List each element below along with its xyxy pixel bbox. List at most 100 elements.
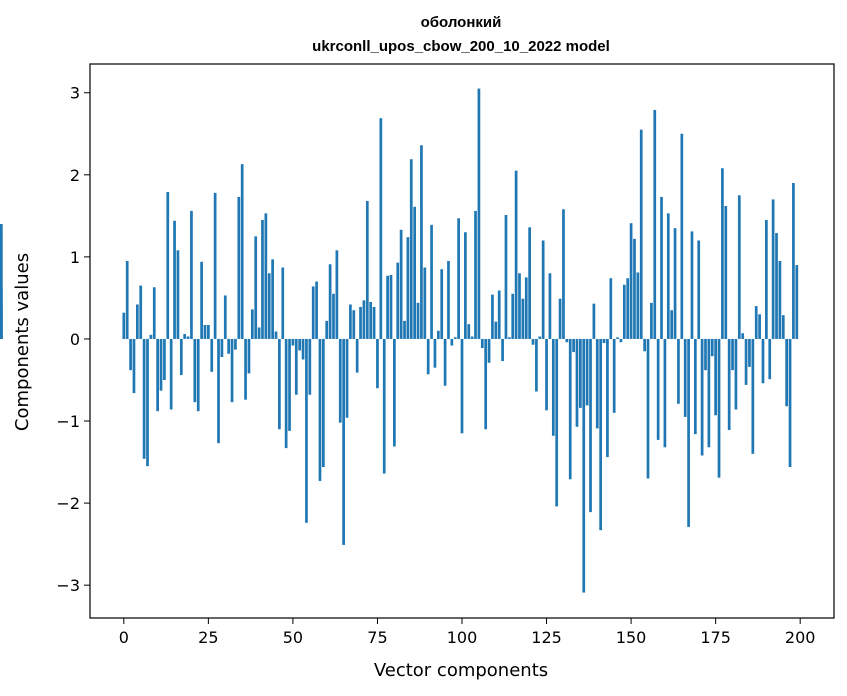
bar [666,213,670,339]
x-tick-label: 200 [785,628,816,647]
bar [203,325,207,339]
bar [0,224,3,339]
bar [606,338,609,458]
bar [186,336,190,339]
bar [521,298,525,339]
bar [741,333,745,339]
bar [792,183,795,339]
bar [484,338,488,430]
bar [511,293,515,339]
bar [568,338,572,480]
bar [460,338,464,434]
y-tick-label: 2 [70,166,80,185]
bar [376,338,379,389]
bar [278,338,281,430]
x-tick-label: 150 [616,628,647,647]
y-axis-label: Components values [12,253,33,431]
bar [795,265,799,339]
chart-subtitle: ukrconll_upos_cbow_200_10_2022 model [312,38,610,55]
bar [365,201,369,339]
bar [457,218,460,339]
bar [778,260,782,339]
x-tick-label: 50 [283,628,303,647]
bar [754,306,758,339]
bar [183,334,187,339]
bar [210,338,214,372]
bar [771,199,775,339]
bar [734,338,738,410]
bar [683,338,687,417]
bar [639,129,643,339]
bar [176,250,180,339]
bar [524,277,528,339]
bar [315,281,318,339]
bar [663,338,667,448]
bar [575,338,579,427]
bar [234,338,237,350]
bar [541,240,545,339]
bar [0,288,3,339]
bar [369,302,373,339]
x-axis-ticks: 0 25 50 75 100 125 150 175 200 [119,618,816,647]
bar [768,338,772,380]
bar [572,338,575,353]
bar [724,205,728,339]
bar [166,192,170,339]
bar [230,338,234,403]
bar [704,338,707,371]
bar [697,240,701,339]
bar [501,338,504,362]
bar [338,338,342,423]
bar [731,338,734,371]
x-tick-label: 25 [198,628,218,647]
bar [349,304,352,339]
bar [240,164,244,339]
bar [318,338,322,481]
bar [650,302,653,339]
bar [393,338,396,447]
bar [294,338,298,395]
bar [727,338,731,431]
bar [179,338,183,376]
x-axis-label: Vector components [374,660,548,681]
bar [261,219,264,339]
bar [382,338,386,474]
bar [305,338,308,523]
bar [450,338,454,346]
bar [284,338,288,449]
bar [622,284,626,339]
bar [362,300,366,339]
bar [325,320,329,339]
bar [173,220,176,339]
bar [646,338,650,479]
y-tick-label: −1 [56,412,80,431]
bar [426,338,430,375]
bar [416,302,420,339]
bar [565,338,569,343]
x-tick-label: 175 [700,628,731,647]
bar [122,312,126,339]
bar [758,314,761,339]
bar [660,196,663,339]
y-tick-label: 3 [70,84,80,103]
bar [132,338,136,394]
bar [433,338,437,368]
bar [406,237,410,339]
bar [585,338,589,406]
bar [403,320,406,339]
bar [386,275,389,339]
bar [589,338,592,513]
bar [579,338,582,408]
bar [491,294,494,339]
bar [670,310,674,339]
bar [152,287,156,339]
bar [619,338,623,343]
y-tick-label: −2 [56,494,80,513]
bar [781,315,785,339]
bar [582,338,586,593]
bar [636,272,640,339]
bar [409,159,413,339]
x-tick-label: 100 [447,628,478,647]
bar [599,338,603,531]
